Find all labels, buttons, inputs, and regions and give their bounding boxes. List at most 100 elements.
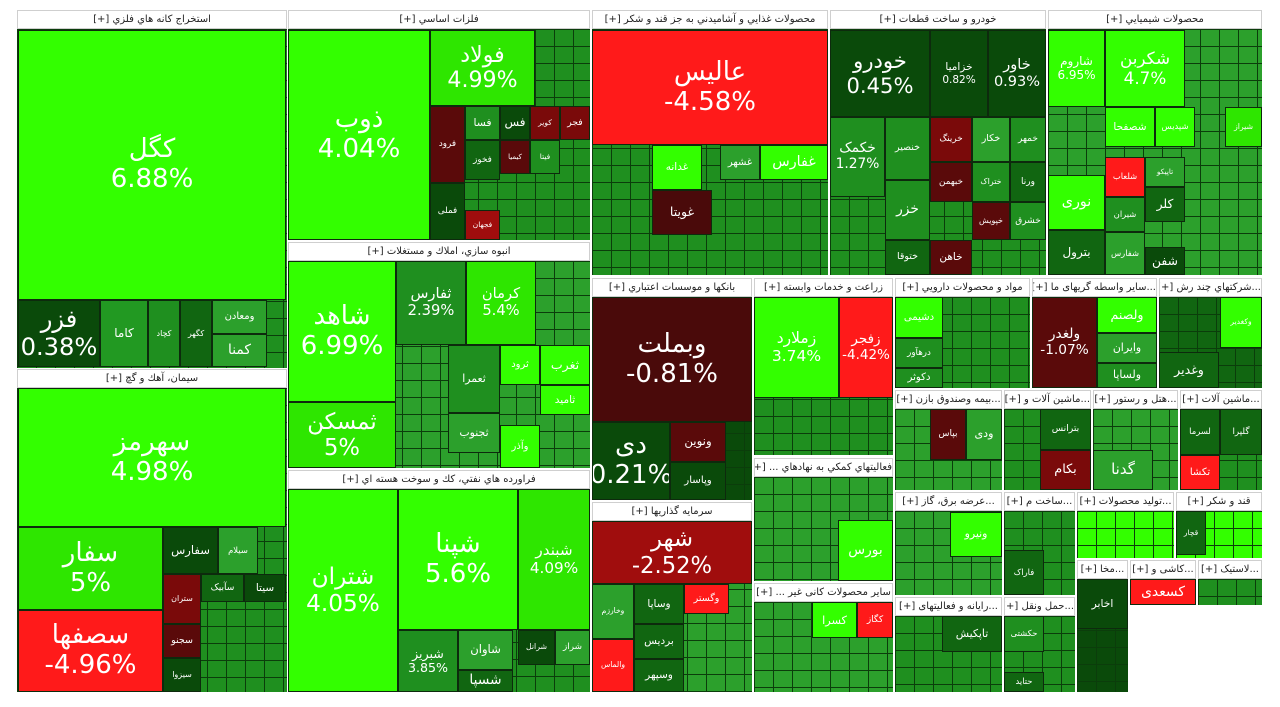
stock-tile[interactable]: ولغدر -1.07% xyxy=(1032,297,1097,388)
stock-tile[interactable]: شصفحا xyxy=(1105,107,1155,147)
stock-tile[interactable]: شبندر 4.09% xyxy=(518,489,590,630)
stock-tile[interactable]: خکمک 1.27% xyxy=(830,117,885,197)
stock-tile[interactable]: کیمیا xyxy=(500,140,530,174)
stock-tile[interactable]: سهرمز 4.98% xyxy=(18,388,286,527)
stock-tile[interactable]: درهآور xyxy=(895,338,943,368)
stock-tile[interactable]: شیران xyxy=(1105,197,1145,232)
stock-tile[interactable]: خنصیر xyxy=(885,117,930,180)
stock-tile[interactable]: وخارزم xyxy=(592,584,634,639)
sector-header[interactable]: ...عرضه برق، گاز [+] xyxy=(895,492,1002,511)
stock-tile[interactable]: فولاد 4.99% xyxy=(430,30,535,106)
stock-tile[interactable]: سفار 5% xyxy=(18,527,163,610)
stock-tile[interactable]: قچار xyxy=(1176,511,1206,555)
stock-tile[interactable]: دشیمی xyxy=(895,297,943,338)
stock-tile[interactable]: تاپیکو xyxy=(1145,157,1185,187)
stock-tile[interactable]: شفارس xyxy=(1105,232,1145,275)
stock-tile[interactable]: والماس xyxy=(592,639,634,692)
stock-tile[interactable]: خبهمن xyxy=(930,162,972,202)
stock-tile[interactable]: کمنا xyxy=(212,334,267,367)
stock-tile[interactable]: ثجنوب xyxy=(448,413,500,453)
sector-header[interactable]: ...هتل و رستور [+] xyxy=(1093,390,1178,409)
sector-header[interactable]: محصولات شيميايي [+] xyxy=(1048,10,1262,29)
sector-header[interactable]: ...مخا [+] xyxy=(1077,560,1128,579)
stock-tile[interactable]: خپویش xyxy=(972,202,1010,240)
stock-tile[interactable]: شپنا 5.6% xyxy=(398,489,518,630)
stock-tile[interactable]: کلر xyxy=(1145,187,1185,222)
stock-tile[interactable]: شراز xyxy=(555,630,590,665)
stock-tile[interactable]: خزامیا 0.82% xyxy=(930,30,988,117)
sector-header[interactable]: ...کاشی و [+] xyxy=(1130,560,1196,579)
stock-tile[interactable]: سصفها -4.96% xyxy=(18,610,163,692)
sector-header[interactable]: سيمان، آهك و گچ [+] xyxy=(17,369,287,388)
stock-tile[interactable]: شیراز xyxy=(1225,107,1262,147)
stock-tile[interactable]: شفن xyxy=(1145,247,1185,275)
stock-tile[interactable]: گلپرا xyxy=(1220,409,1262,455)
stock-tile[interactable]: ورنا xyxy=(1010,162,1046,202)
stock-tile[interactable]: دی 0.21% xyxy=(592,422,670,500)
stock-tile[interactable]: غفارس xyxy=(760,145,828,180)
sector-header[interactable]: انبوه سازي، املاك و مستغلات [+] xyxy=(288,242,590,261)
stock-tile[interactable]: نوری xyxy=(1048,175,1105,230)
stock-tile[interactable]: دکوثر xyxy=(895,368,943,388)
stock-tile[interactable]: خزر xyxy=(885,180,930,240)
stock-tile[interactable]: کگل 6.88% xyxy=(18,30,286,300)
stock-tile[interactable]: ثعمرا xyxy=(448,345,500,413)
stock-tile[interactable]: ثفارس 2.39% xyxy=(396,261,466,345)
stock-tile[interactable]: تاپکیش xyxy=(942,616,1002,652)
stock-tile[interactable]: غویتا xyxy=(652,190,712,235)
sector-header[interactable]: مواد و محصولات دارويي [+] xyxy=(895,278,1030,297)
stock-tile[interactable]: سیزوا xyxy=(163,658,201,692)
stock-tile[interactable]: فجهان xyxy=(465,210,500,240)
stock-tile[interactable]: شهر -2.52% xyxy=(592,521,752,584)
stock-tile[interactable]: شکربن 4.7% xyxy=(1105,30,1185,107)
stock-tile[interactable]: شلعاب xyxy=(1105,157,1145,197)
sector-header[interactable]: خودرو و ساخت قطعات [+] xyxy=(830,10,1046,29)
stock-tile[interactable]: ثامید xyxy=(540,385,590,415)
stock-tile[interactable]: بردیس xyxy=(634,624,684,659)
stock-tile[interactable]: بترول xyxy=(1048,230,1105,275)
stock-tile[interactable]: بپاس xyxy=(930,409,966,460)
sector-header[interactable]: سرمايه گذاريها [+] xyxy=(592,502,752,521)
sector-header[interactable]: فعاليتهاي كمكي به نهادهاي ... [+] xyxy=(754,458,893,477)
stock-tile[interactable]: تکشا xyxy=(1180,455,1220,490)
sector-header[interactable]: ...سایر واسطه گریهای ما [+] xyxy=(1032,278,1157,297)
stock-tile[interactable]: فجر xyxy=(560,106,590,140)
sector-header[interactable]: فراورده هاي نفتي، كك و سوخت هسته اي [+] xyxy=(288,470,590,489)
stock-tile[interactable]: سفارس xyxy=(163,527,218,574)
sector-header[interactable]: سایر محصولات کانی غیر ... [+] xyxy=(754,583,893,602)
stock-tile[interactable]: بکام xyxy=(1040,450,1091,490)
stock-tile[interactable]: وپاسار xyxy=(670,462,726,500)
stock-tile[interactable]: کاما xyxy=(100,300,148,367)
stock-tile[interactable]: حکشتی xyxy=(1004,616,1044,652)
stock-tile[interactable]: فاراک xyxy=(1004,550,1044,595)
stock-tile[interactable]: وگستر xyxy=(684,584,729,614)
sector-header[interactable]: ...بیمه وصندوق بازن [+] xyxy=(895,390,1002,409)
stock-tile[interactable]: کرمان 5.4% xyxy=(466,261,536,345)
stock-tile[interactable]: کویر xyxy=(530,106,560,140)
stock-tile[interactable]: گدنا xyxy=(1093,450,1153,490)
sector-header[interactable]: زراعت و خدمات وابسته [+] xyxy=(754,278,893,297)
stock-tile[interactable]: وکغدیر xyxy=(1220,297,1262,348)
sector-header[interactable]: ...لاستیک [+] xyxy=(1198,560,1262,579)
stock-tile[interactable]: خاهن xyxy=(930,240,972,275)
sector-header[interactable]: بانكها و موسسات اعتباري [+] xyxy=(592,278,752,297)
stock-tile[interactable]: خشرق xyxy=(1010,202,1046,240)
stock-tile[interactable]: فیتا xyxy=(530,140,560,174)
stock-tile[interactable]: شبریز 3.85% xyxy=(398,630,458,692)
stock-tile[interactable]: شاهد 6.99% xyxy=(288,261,396,402)
stock-tile[interactable]: سآبیک xyxy=(201,574,244,602)
stock-tile[interactable]: فخوز xyxy=(465,140,500,180)
stock-tile[interactable]: خرینگ xyxy=(930,117,972,162)
stock-tile[interactable]: ومعادن xyxy=(212,300,267,334)
stock-tile[interactable]: بترانس xyxy=(1040,409,1091,450)
stock-tile[interactable]: کگهر xyxy=(180,300,212,367)
stock-tile[interactable]: ونوین xyxy=(670,422,726,462)
sector-header[interactable]: محصولات غذايي و آشاميدني به جز قند و شكر… xyxy=(592,10,828,29)
stock-tile[interactable]: کسعدی xyxy=(1130,579,1196,605)
sector-header[interactable]: فلزات اساسي [+] xyxy=(288,10,590,29)
stock-tile[interactable]: فس xyxy=(500,106,530,140)
stock-tile[interactable]: غدانه xyxy=(652,145,702,190)
sector-header[interactable]: استخراج کانه هاي فلزي [+] xyxy=(17,10,287,29)
stock-tile[interactable]: خودرو 0.45% xyxy=(830,30,930,117)
stock-tile[interactable]: سیتا xyxy=(244,574,286,602)
